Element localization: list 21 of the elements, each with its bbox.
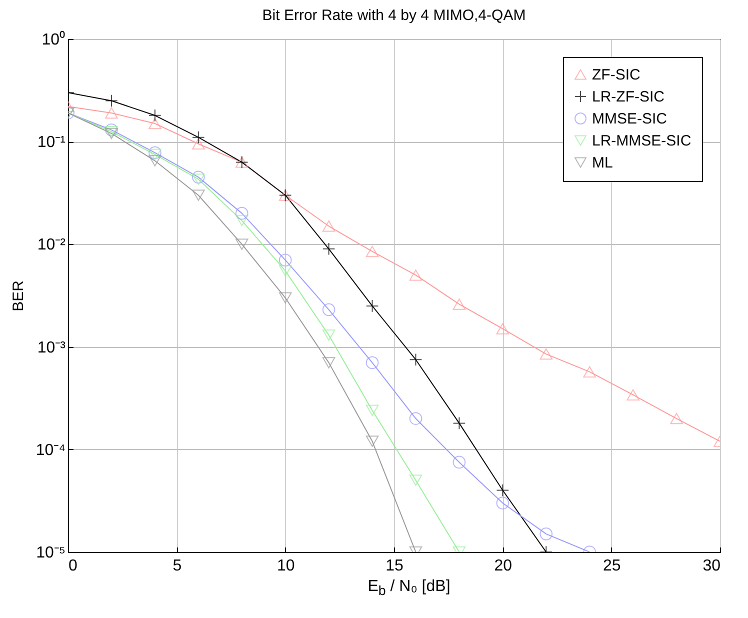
y-tick-label: 10⁻⁵ [36,544,66,562]
x-tick-label: 25 [602,558,621,574]
legend-label: LR-MMSE-SIC [592,132,692,150]
legend-label: LR-ZF-SIC [592,88,665,106]
x-tick-label: 5 [172,558,182,574]
legend-label: ML [592,154,613,172]
y-tick-label: 10⁻¹ [37,134,66,152]
chart-title: Bit Error Rate with 4 by 4 MIMO,4-QAM [262,7,526,24]
x-tick-label: 30 [702,558,721,574]
x-tick-label: 15 [386,558,404,574]
x-tick-label: 0 [68,558,78,574]
x-tick-label: 10 [276,558,295,574]
legend-label: ZF-SIC [592,66,640,84]
y-tick-label: 10⁰ [42,30,66,48]
x-tick-label: 20 [494,558,512,574]
x-axis-title: E$_{b}$ / N₀ [dB] [366,578,452,598]
y-tick-label: 10⁻² [37,236,66,254]
y-tick-label: 10⁻³ [37,339,66,356]
legend-label: MMSE-SIC [592,110,668,128]
y-axis-title: BER [10,280,27,312]
y-tick-label: 10⁻⁴ [36,442,66,459]
